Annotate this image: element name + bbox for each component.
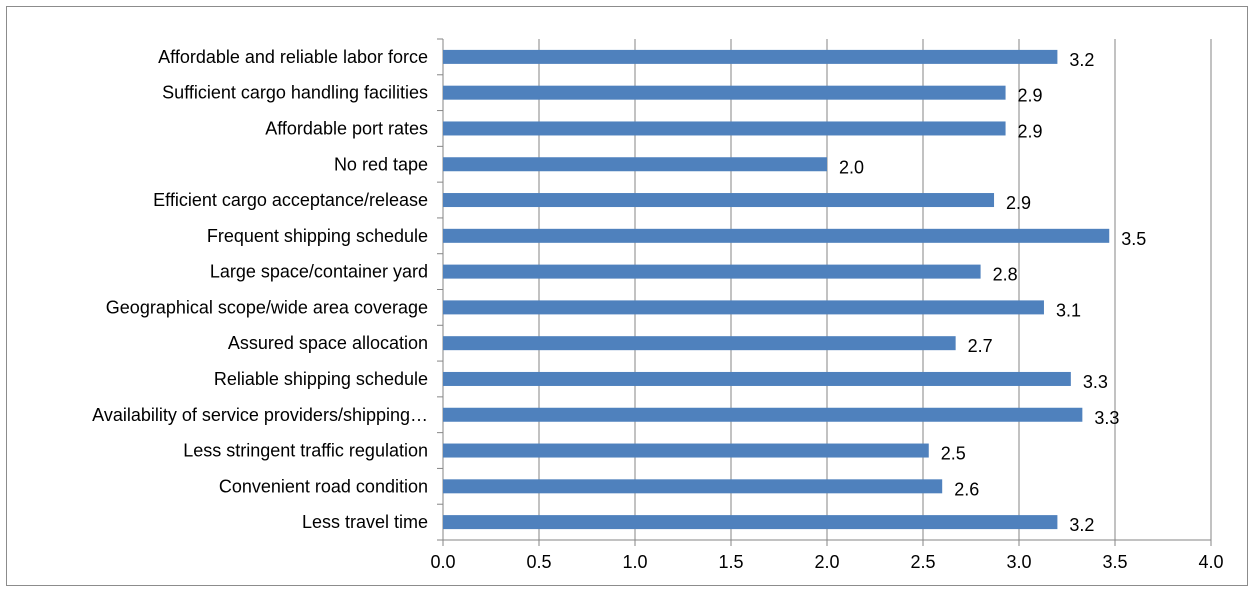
data-label: 2.9 bbox=[1018, 121, 1043, 141]
category-label: Less stringent traffic regulation bbox=[183, 441, 428, 461]
bar bbox=[443, 121, 1006, 136]
bar bbox=[443, 443, 929, 458]
category-label: Less travel time bbox=[302, 512, 428, 532]
category-label: Affordable port rates bbox=[265, 118, 428, 138]
x-tick-label: 2.0 bbox=[814, 552, 839, 572]
category-label: Large space/container yard bbox=[210, 262, 428, 282]
data-label: 3.5 bbox=[1121, 229, 1146, 249]
category-label: Convenient road condition bbox=[219, 476, 428, 496]
bar bbox=[443, 300, 1044, 315]
category-label: Affordable and reliable labor force bbox=[158, 47, 428, 67]
x-tick-label: 2.5 bbox=[910, 552, 935, 572]
bar bbox=[443, 371, 1071, 386]
category-label: No red tape bbox=[334, 154, 428, 174]
bar bbox=[443, 264, 981, 279]
category-label: Sufficient cargo handling facilities bbox=[162, 83, 428, 103]
category-label: Assured space allocation bbox=[228, 333, 428, 353]
data-label: 3.2 bbox=[1069, 50, 1094, 70]
bar bbox=[443, 515, 1058, 530]
data-label: 3.3 bbox=[1083, 372, 1108, 392]
category-label: Reliable shipping schedule bbox=[214, 369, 428, 389]
data-label: 2.6 bbox=[954, 479, 979, 499]
data-label: 2.5 bbox=[941, 444, 966, 464]
data-label: 3.1 bbox=[1056, 300, 1081, 320]
category-label: Availability of service providers/shippi… bbox=[92, 405, 428, 425]
x-tick-label: 3.5 bbox=[1102, 552, 1127, 572]
bar bbox=[443, 49, 1058, 64]
x-tick-label: 1.5 bbox=[718, 552, 743, 572]
x-tick-label: 3.0 bbox=[1006, 552, 1031, 572]
data-label: 2.9 bbox=[1018, 86, 1043, 106]
bar bbox=[443, 407, 1083, 422]
data-label: 3.2 bbox=[1069, 515, 1094, 535]
bar bbox=[443, 193, 995, 208]
bar bbox=[443, 336, 956, 351]
data-label: 2.9 bbox=[1006, 193, 1031, 213]
category-label: Geographical scope/wide area coverage bbox=[106, 297, 428, 317]
bar bbox=[443, 85, 1006, 100]
bar bbox=[443, 157, 827, 172]
data-label: 2.8 bbox=[993, 265, 1018, 285]
category-label: Frequent shipping schedule bbox=[207, 226, 428, 246]
data-label: 2.0 bbox=[839, 157, 864, 177]
bar-chart: 0.0 0.5 1.0 1.5 2.0 2.5 3.0 3.5 4.0 Affordable an… bbox=[92, 38, 1224, 572]
x-tick-label: 0.5 bbox=[526, 552, 551, 572]
x-tick-label: 0.0 bbox=[430, 552, 455, 572]
chart-frame: 0.0 0.5 1.0 1.5 2.0 2.5 3.0 3.5 4.0 Affordable an… bbox=[6, 6, 1248, 586]
data-label: 2.7 bbox=[968, 336, 993, 356]
x-tick-label: 4.0 bbox=[1198, 552, 1223, 572]
bar bbox=[443, 228, 1110, 243]
data-label: 3.3 bbox=[1094, 408, 1119, 428]
category-label: Efficient cargo acceptance/release bbox=[153, 190, 428, 210]
x-tick-label: 1.0 bbox=[622, 552, 647, 572]
bar bbox=[443, 479, 943, 494]
